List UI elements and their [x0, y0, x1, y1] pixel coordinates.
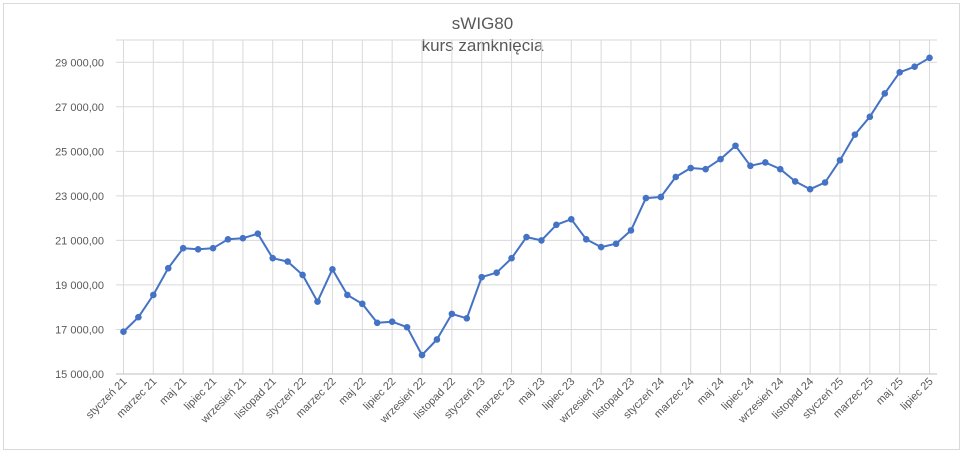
data-point: [612, 240, 620, 248]
data-point: [672, 173, 680, 181]
data-point: [448, 310, 456, 318]
data-point: [135, 313, 142, 321]
data-point: [806, 185, 814, 193]
data-point: [493, 269, 500, 276]
chart-title: sWIG80: [451, 14, 514, 33]
data-point: [209, 244, 217, 252]
data-point: [732, 142, 739, 150]
y-tick-label: 23 000,00: [55, 191, 104, 203]
data-point: [194, 246, 202, 253]
data-point: [762, 159, 769, 166]
data-point: [224, 235, 232, 243]
data-point: [717, 155, 724, 163]
data-point: [508, 254, 515, 262]
data-point: [553, 221, 560, 229]
data-point: [478, 273, 486, 281]
series-line: [122, 56, 931, 357]
data-point: [269, 254, 277, 262]
y-tick-label: 25 000,00: [55, 146, 104, 158]
y-tick-label: 15 000,00: [55, 369, 104, 381]
data-point: [418, 351, 426, 359]
data-point: [836, 156, 844, 164]
y-tick-label: 17 000,00: [55, 324, 104, 336]
y-tick-label: 27 000,00: [55, 102, 104, 114]
data-point: [150, 291, 157, 299]
data-point: [911, 63, 918, 71]
data-point: [344, 291, 351, 299]
data-point: [627, 227, 635, 234]
data-point: [702, 165, 709, 173]
data-point: [642, 194, 650, 202]
data-point: [314, 298, 321, 305]
data-point: [821, 179, 829, 186]
data-point: [388, 318, 396, 325]
y-tick-label: 19 000,00: [55, 280, 104, 292]
data-point: [433, 336, 441, 343]
data-point: [851, 131, 859, 138]
data-point: [747, 162, 754, 170]
data-point: [776, 165, 784, 173]
data-point: [329, 266, 336, 273]
data-point: [791, 178, 799, 185]
data-point: [538, 237, 545, 244]
data-point: [657, 193, 665, 201]
y-axis: 15 000,00 17 000,00 19 000,00 21 000,00 23 0…: [55, 57, 104, 381]
y-tick-label: 29 000,00: [55, 57, 104, 69]
data-point: [120, 328, 127, 335]
data-point: [164, 264, 172, 272]
data-point: [597, 243, 605, 251]
data-point: [373, 319, 381, 327]
gridlines: [116, 39, 937, 375]
data-point: [687, 164, 694, 172]
data-point: [866, 113, 874, 121]
data-point: [926, 54, 933, 62]
data-point: [299, 271, 306, 279]
data-point: [179, 244, 187, 252]
data-point: [359, 300, 366, 308]
y-tick-label: 21 000,00: [55, 235, 104, 247]
data-point: [881, 90, 889, 97]
series: [120, 54, 933, 359]
data-point: [523, 233, 530, 241]
data-point: [254, 230, 262, 238]
x-tick-label: lipiec 25: [899, 376, 936, 413]
data-point: [403, 323, 411, 331]
data-point: [582, 235, 590, 243]
data-point: [284, 258, 291, 265]
data-point: [463, 315, 471, 322]
data-point: [896, 68, 903, 76]
data-point: [567, 215, 575, 223]
data-point: [239, 234, 247, 242]
